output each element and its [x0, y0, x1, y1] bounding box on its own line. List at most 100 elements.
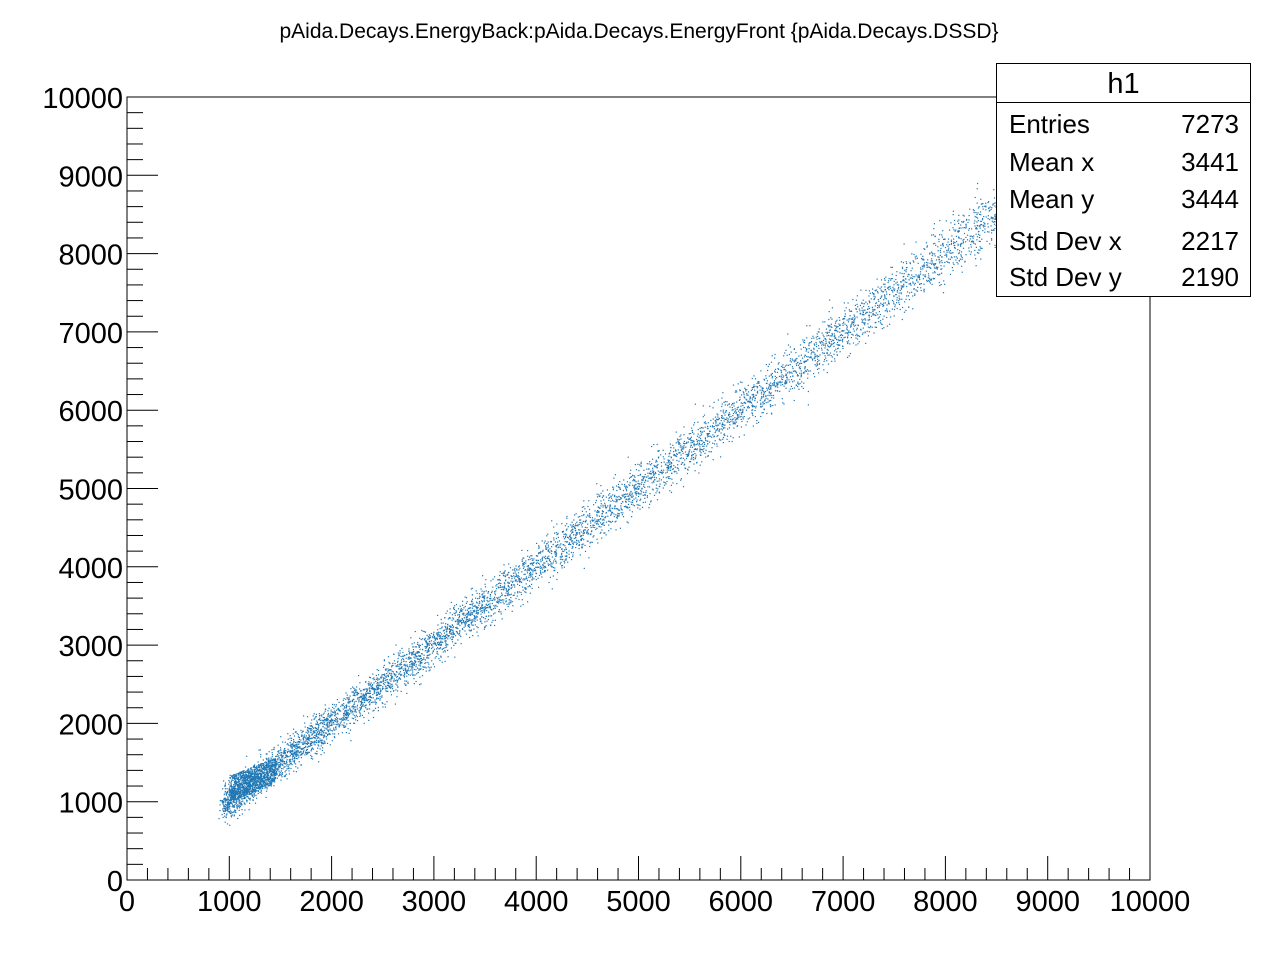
scatter-point	[369, 683, 372, 685]
scatter-point	[233, 787, 235, 789]
scatter-point	[818, 328, 820, 330]
scatter-point	[296, 748, 298, 750]
scatter-point	[485, 604, 487, 606]
scatter-point	[441, 661, 443, 663]
scatter-point	[650, 501, 652, 503]
scatter-point	[837, 339, 839, 341]
scatter-point	[980, 203, 982, 205]
scatter-point	[985, 209, 987, 211]
scatter-point	[694, 458, 696, 460]
scatter-point	[461, 617, 463, 620]
scatter-point	[366, 689, 368, 691]
scatter-point	[828, 354, 830, 356]
scatter-point	[825, 331, 827, 334]
scatter-point	[705, 440, 707, 442]
scatter-point	[312, 715, 314, 717]
scatter-point	[286, 759, 288, 761]
scatter-point	[278, 769, 280, 771]
scatter-point	[739, 416, 741, 418]
scatter-point	[797, 364, 800, 366]
scatter-point	[852, 318, 854, 320]
scatter-point	[542, 564, 544, 566]
scatter-point	[284, 766, 286, 768]
scatter-point	[434, 638, 436, 640]
scatter-point	[328, 707, 330, 709]
scatter-point	[833, 335, 835, 337]
scatter-point	[862, 332, 864, 334]
scatter-point	[353, 692, 355, 694]
scatter-point	[466, 621, 468, 623]
scatter-point	[423, 638, 426, 640]
scatter-point	[295, 750, 297, 752]
scatter-point	[609, 508, 611, 510]
scatter-point	[530, 574, 532, 576]
scatter-point	[937, 266, 939, 268]
scatter-point	[745, 390, 747, 392]
scatter-point	[804, 361, 806, 363]
scatter-point	[640, 465, 642, 467]
scatter-point	[979, 246, 981, 248]
scatter-point	[517, 575, 519, 577]
scatter-point	[322, 747, 324, 749]
scatter-point	[939, 284, 941, 287]
scatter-point	[724, 427, 726, 429]
scatter-point	[637, 480, 639, 482]
scatter-point	[371, 688, 373, 690]
scatter-point	[837, 326, 839, 328]
scatter-point	[587, 523, 589, 525]
scatter-point	[973, 210, 975, 212]
scatter-point	[826, 371, 828, 374]
scatter-point	[628, 495, 630, 497]
scatter-point	[887, 300, 889, 302]
scatter-point	[228, 811, 230, 813]
scatter-point	[840, 339, 842, 341]
scatter-point	[619, 499, 621, 501]
scatter-point	[440, 656, 442, 658]
scatter-point	[707, 443, 709, 445]
scatter-point	[821, 332, 823, 334]
scatter-point	[859, 335, 861, 338]
scatter-point	[627, 522, 629, 524]
scatter-point	[418, 646, 420, 648]
scatter-point	[289, 755, 291, 757]
scatter-point	[656, 460, 658, 463]
scatter-point	[405, 684, 407, 686]
scatter-point	[323, 717, 325, 719]
scatter-point	[766, 387, 768, 389]
scatter-point	[658, 478, 661, 480]
scatter-point	[329, 721, 331, 723]
scatter-point	[965, 227, 967, 229]
scatter-point	[241, 809, 243, 811]
scatter-point	[487, 592, 489, 594]
scatter-point	[376, 684, 378, 687]
scatter-point	[316, 729, 318, 731]
scatter-point	[300, 757, 302, 759]
scatter-point	[716, 443, 718, 445]
scatter-point	[242, 800, 244, 802]
scatter-point	[736, 391, 738, 393]
scatter-point	[415, 666, 417, 668]
scatter-point	[232, 804, 234, 806]
scatter-point	[234, 810, 236, 812]
scatter-point	[550, 541, 552, 543]
scatter-point	[800, 354, 802, 356]
scatter-point	[459, 630, 461, 632]
scatter-point	[676, 472, 678, 474]
scatter-point	[282, 760, 284, 762]
scatter-point	[507, 574, 509, 576]
scatter-point	[440, 638, 442, 640]
scatter-point	[564, 549, 566, 551]
scatter-point	[845, 307, 847, 309]
scatter-point	[965, 219, 968, 221]
scatter-point	[832, 343, 835, 345]
scatter-point	[781, 398, 783, 400]
scatter-point	[286, 763, 288, 765]
scatter-point	[438, 631, 440, 633]
scatter-point	[280, 736, 282, 738]
scatter-point	[347, 709, 350, 711]
scatter-point	[388, 661, 390, 664]
scatter-point	[896, 307, 898, 310]
scatter-point	[331, 721, 333, 723]
scatter-point	[376, 689, 378, 691]
scatter-point	[518, 566, 520, 568]
